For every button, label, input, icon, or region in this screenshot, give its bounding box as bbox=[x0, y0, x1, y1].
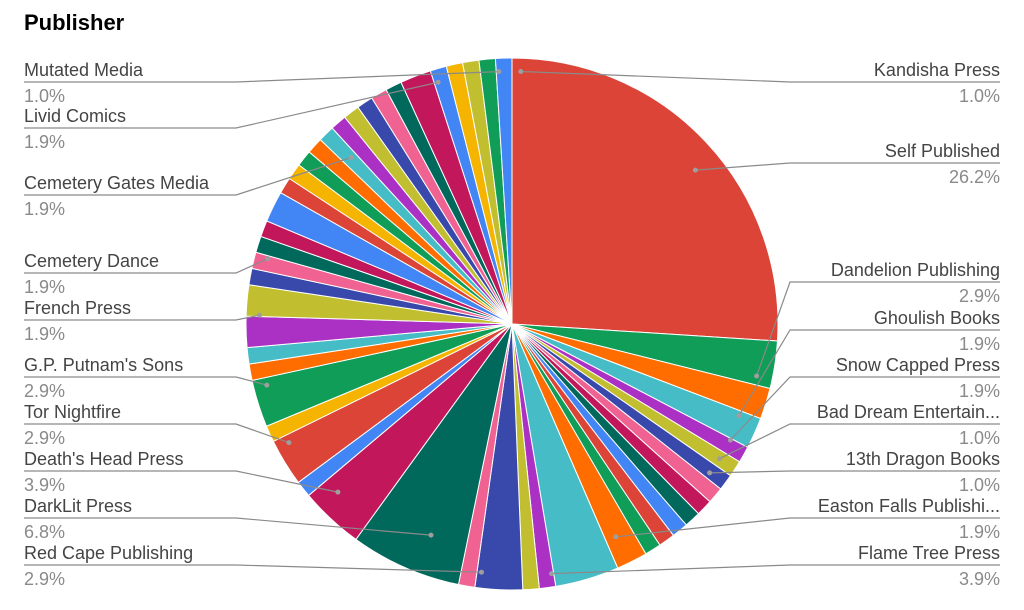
leader-line-right-6 bbox=[709, 470, 1000, 474]
leader-line-right-7 bbox=[615, 517, 1000, 538]
leader-line-right-2 bbox=[756, 281, 1000, 377]
leader-dot-left-7 bbox=[335, 489, 341, 495]
leader-line-left-6 bbox=[24, 423, 290, 444]
slice-label-right-7: Easton Falls Publishi... bbox=[818, 496, 1000, 516]
leader-dot-left-4 bbox=[257, 312, 262, 318]
leader-dot-left-0 bbox=[496, 69, 502, 75]
slice-label-left-9: Red Cape Publishing bbox=[24, 543, 193, 563]
slice-label-left-4: French Press bbox=[24, 298, 131, 318]
slice-percent-right-2: 2.9% bbox=[959, 286, 1000, 306]
slice-percent-left-7: 3.9% bbox=[24, 475, 65, 495]
slice-label-left-5: G.P. Putnam's Sons bbox=[24, 355, 183, 375]
leader-line-right-5 bbox=[719, 423, 1000, 460]
leader-dot-left-6 bbox=[286, 440, 292, 446]
slice-label-left-6: Tor Nightfire bbox=[24, 402, 121, 422]
slice-label-left-0: Mutated Media bbox=[24, 60, 144, 80]
leader-line-right-4 bbox=[729, 376, 1000, 441]
leader-lines bbox=[24, 69, 1000, 577]
slice-label-right-0: Kandisha Press bbox=[874, 60, 1000, 80]
leader-line-left-9 bbox=[24, 564, 482, 573]
leader-line-right-1 bbox=[695, 162, 1000, 171]
pie-slices bbox=[245, 57, 779, 591]
slice-percent-left-9: 2.9% bbox=[24, 569, 65, 589]
slice-label-left-7: Death's Head Press bbox=[24, 449, 184, 469]
leader-dot-right-7 bbox=[613, 534, 619, 540]
leader-dot-right-2 bbox=[754, 373, 760, 379]
slice-percent-right-6: 1.0% bbox=[959, 475, 1000, 495]
leader-dot-left-8 bbox=[428, 532, 434, 538]
pie-slice-0 bbox=[511, 57, 779, 342]
leader-line-right-0 bbox=[520, 70, 1000, 83]
slice-percent-left-1: 1.9% bbox=[24, 132, 65, 152]
slice-percent-right-1: 26.2% bbox=[949, 167, 1000, 187]
slice-percent-left-0: 1.0% bbox=[24, 86, 65, 106]
leader-line-left-4 bbox=[24, 314, 260, 321]
chart-title: Publisher bbox=[24, 10, 125, 35]
slice-label-right-5: Bad Dream Entertain... bbox=[817, 402, 1000, 422]
leader-line-left-5 bbox=[24, 376, 267, 386]
leader-dot-left-3 bbox=[265, 256, 271, 262]
slice-label-right-4: Snow Capped Press bbox=[836, 355, 1000, 375]
slice-label-right-3: Ghoulish Books bbox=[874, 308, 1000, 328]
leader-dot-right-3 bbox=[736, 413, 742, 419]
leader-dot-right-6 bbox=[707, 470, 713, 476]
slice-percent-left-2: 1.9% bbox=[24, 199, 65, 219]
slice-label-left-3: Cemetery Dance bbox=[24, 251, 159, 271]
leader-dot-right-0 bbox=[518, 69, 524, 74]
slice-label-left-2: Cemetery Gates Media bbox=[24, 173, 210, 193]
slice-percent-right-5: 1.0% bbox=[959, 428, 1000, 448]
leader-dot-right-1 bbox=[692, 167, 698, 173]
slice-label-right-8: Flame Tree Press bbox=[858, 543, 1000, 563]
slice-label-left-1: Livid Comics bbox=[24, 106, 126, 126]
slice-percent-left-6: 2.9% bbox=[24, 428, 65, 448]
slice-percent-left-8: 6.8% bbox=[24, 522, 65, 542]
slice-percent-right-4: 1.9% bbox=[959, 381, 1000, 401]
slice-percent-left-5: 2.9% bbox=[24, 381, 65, 401]
leader-dot-left-1 bbox=[435, 79, 441, 85]
leader-line-left-1 bbox=[24, 81, 439, 129]
slice-label-left-8: DarkLit Press bbox=[24, 496, 132, 516]
pie-slice-49 bbox=[494, 57, 513, 325]
slice-percent-left-3: 1.9% bbox=[24, 277, 65, 297]
pie-slice-19 bbox=[355, 323, 513, 586]
slice-label-right-1: Self Published bbox=[885, 141, 1000, 161]
slice-label-right-6: 13th Dragon Books bbox=[846, 449, 1000, 469]
slice-percent-right-8: 3.9% bbox=[959, 569, 1000, 589]
leader-line-left-8 bbox=[24, 517, 432, 536]
leader-line-left-3 bbox=[24, 258, 269, 274]
leader-dot-right-5 bbox=[717, 456, 722, 462]
slice-percent-right-0: 1.0% bbox=[959, 86, 1000, 106]
leader-dot-right-8 bbox=[549, 571, 554, 577]
leader-line-left-7 bbox=[24, 470, 339, 493]
leader-line-left-2 bbox=[24, 156, 352, 196]
leader-dot-left-5 bbox=[264, 382, 270, 388]
leader-line-right-3 bbox=[738, 329, 1000, 417]
leader-dot-right-4 bbox=[727, 437, 733, 443]
leader-dot-left-9 bbox=[479, 569, 484, 575]
slice-percent-right-7: 1.9% bbox=[959, 522, 1000, 542]
slice-percent-right-3: 1.9% bbox=[959, 334, 1000, 354]
slice-percent-left-4: 1.9% bbox=[24, 324, 65, 344]
leader-dot-left-2 bbox=[348, 155, 354, 160]
leader-line-left-0 bbox=[24, 71, 499, 83]
slice-label-right-2: Dandelion Publishing bbox=[831, 260, 1000, 280]
leader-line-right-8 bbox=[551, 564, 1000, 575]
